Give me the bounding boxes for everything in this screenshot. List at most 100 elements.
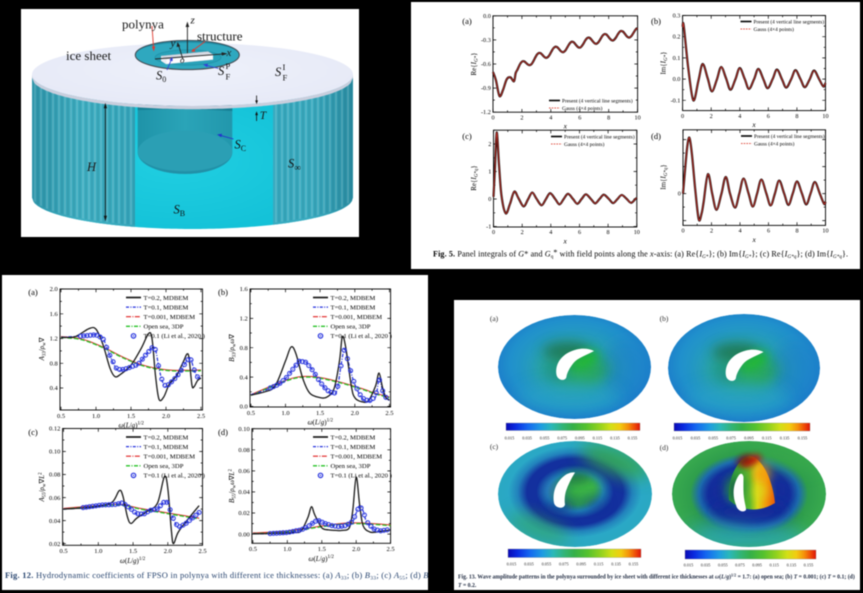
svg-text:ω(L/g)1/2: ω(L/g)1/2 [120, 557, 146, 565]
svg-text:x: x [751, 120, 756, 129]
svg-text:10: 10 [822, 113, 828, 120]
svg-text:Open sea, 3DP: Open sea, 3DP [144, 463, 184, 470]
svg-text:ice sheet: ice sheet [66, 48, 112, 63]
svg-text:8: 8 [607, 114, 610, 121]
svg-text:y: y [170, 38, 176, 50]
svg-text:(b): (b) [660, 314, 669, 323]
svg-text:-0.9: -0.9 [481, 85, 491, 92]
svg-text:0.035: 0.035 [691, 436, 701, 441]
svg-text:2.0: 2.0 [50, 286, 58, 293]
svg-text:0.095: 0.095 [752, 563, 762, 568]
svg-text:0.5: 0.5 [57, 413, 65, 420]
svg-text:0.8: 0.8 [50, 361, 58, 368]
svg-text:Open sea, 3DP: Open sea, 3DP [331, 324, 371, 331]
svg-text:4: 4 [738, 113, 741, 120]
svg-text:0.015: 0.015 [684, 563, 694, 568]
svg-text:Gauss (4×4 points): Gauss (4×4 points) [562, 105, 603, 112]
svg-text:S: S [275, 65, 282, 79]
svg-text:-0.6: -0.6 [481, 61, 491, 68]
svg-text:0.015: 0.015 [505, 436, 515, 441]
svg-text:ω(L/g)1/2: ω(L/g)1/2 [309, 555, 335, 563]
svg-text:0.8: 0.8 [240, 345, 248, 352]
svg-text:0.075: 0.075 [726, 436, 736, 441]
svg-text:T=0.1 (Li et al., 2020 ): T=0.1 (Li et al., 2020 ) [331, 333, 392, 340]
svg-text:(a): (a) [28, 287, 38, 297]
svg-text:1.0: 1.0 [94, 548, 102, 555]
svg-text:8: 8 [607, 229, 610, 236]
svg-text:0.02: 0.02 [49, 541, 60, 548]
svg-text:x: x [752, 235, 757, 244]
svg-text:0.08: 0.08 [238, 447, 249, 454]
svg-text:0.155: 0.155 [628, 436, 638, 441]
svg-text:H: H [86, 160, 97, 174]
svg-text:-0.3: -0.3 [481, 37, 491, 44]
svg-text:0.10: 0.10 [238, 426, 249, 433]
svg-text:T=0.2, MDBEM: T=0.2, MDBEM [144, 434, 189, 441]
svg-text:Fig. 5. Panel integrals of G*: Fig. 5. Panel integrals of G* and Gq* wi… [433, 248, 848, 260]
svg-text:Present (4 vertical line segme: Present (4 vertical line segments) [754, 19, 825, 26]
svg-text:0.095: 0.095 [744, 436, 754, 441]
svg-text:(d): (d) [218, 427, 228, 437]
svg-text:0.10: 0.10 [49, 449, 60, 456]
svg-text:2.5: 2.5 [387, 546, 395, 553]
svg-text:0.095: 0.095 [575, 436, 585, 441]
svg-text:o: o [180, 55, 185, 65]
svg-text:Present (4 vertical line segme: Present (4 vertical line segments) [562, 98, 633, 105]
svg-text:Gauss (4×4 points): Gauss (4×4 points) [754, 141, 795, 148]
svg-text:0.4: 0.4 [240, 374, 249, 381]
svg-text:2: 2 [521, 229, 524, 236]
svg-text:T=0.1, MDBEM: T=0.1, MDBEM [144, 304, 189, 311]
svg-text:T=0.1 (Li et al., 2020 ): T=0.1 (Li et al., 2020 ) [331, 473, 392, 480]
svg-text:T=0.001, MDBEM: T=0.001, MDBEM [144, 454, 196, 461]
svg-text:1.0: 1.0 [92, 413, 100, 420]
svg-text:1.0: 1.0 [283, 546, 291, 553]
svg-text:0.035: 0.035 [701, 563, 711, 568]
svg-text:1.2: 1.2 [240, 316, 248, 323]
svg-text:4: 4 [549, 114, 552, 121]
svg-text:0.015: 0.015 [673, 436, 683, 441]
svg-text:T=0.001, MDBEM: T=0.001, MDBEM [331, 314, 383, 321]
svg-text:S: S [218, 64, 225, 78]
svg-text:polynya: polynya [122, 17, 164, 32]
svg-text:T: T [260, 110, 268, 122]
svg-text:SB: SB [174, 203, 186, 219]
svg-text:(c): (c) [462, 131, 472, 141]
svg-text:0.055: 0.055 [540, 436, 550, 441]
svg-text:(b): (b) [651, 16, 661, 26]
svg-text:0: 0 [678, 191, 681, 198]
svg-text:1.5: 1.5 [318, 546, 326, 553]
svg-text:(d): (d) [651, 131, 661, 141]
svg-text:0.155: 0.155 [804, 563, 814, 568]
svg-text:2: 2 [710, 113, 713, 120]
svg-text:0: 0 [681, 113, 684, 120]
svg-text:0.1: 0.1 [673, 55, 681, 62]
svg-text:2: 2 [520, 114, 523, 121]
svg-text:0: 0 [681, 228, 684, 235]
svg-text:0.0: 0.0 [673, 76, 681, 83]
svg-text:0.155: 0.155 [629, 562, 639, 567]
svg-text:structure: structure [197, 29, 243, 44]
svg-text:(a): (a) [462, 16, 472, 26]
svg-text:0.135: 0.135 [787, 563, 797, 568]
svg-text:0.115: 0.115 [769, 563, 779, 568]
svg-text:2.5: 2.5 [385, 410, 393, 417]
svg-text:F: F [283, 73, 288, 83]
svg-text:x: x [563, 122, 568, 131]
svg-text:T=0.001, MDBEM: T=0.001, MDBEM [331, 454, 383, 461]
svg-text:x: x [226, 47, 232, 59]
svg-text:0: 0 [488, 196, 491, 203]
svg-text:Fig. 12. Hydrodynamic coeffic: Fig. 12. Hydrodynamic coefficients of FP… [5, 570, 428, 582]
svg-text:Gauss (4×4 points): Gauss (4×4 points) [564, 141, 605, 148]
svg-text:Gauss (4×4 points): Gauss (4×4 points) [754, 26, 795, 33]
svg-text:0.075: 0.075 [735, 563, 745, 568]
svg-text:0: 0 [492, 229, 495, 236]
svg-text:S0: S0 [156, 69, 166, 85]
svg-text:ω(L/g)1/2: ω(L/g)1/2 [308, 419, 334, 427]
svg-text:6: 6 [767, 228, 770, 235]
svg-text:0.04: 0.04 [49, 518, 61, 525]
svg-text:2: 2 [488, 141, 491, 148]
svg-text:1.5: 1.5 [127, 413, 135, 420]
svg-text:T = 0.2.: T = 0.2. [458, 583, 477, 589]
svg-text:0.06: 0.06 [238, 468, 250, 475]
svg-text:1.2: 1.2 [50, 336, 58, 343]
